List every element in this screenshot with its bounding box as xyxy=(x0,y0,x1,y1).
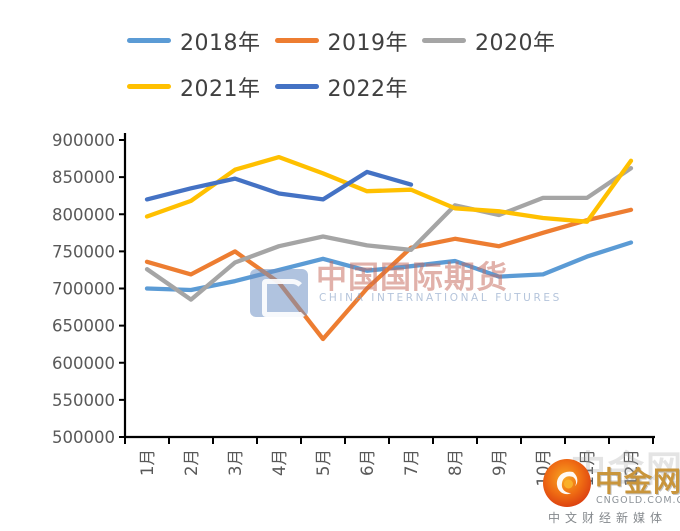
x-month-label: 10月 xyxy=(534,449,553,487)
legend-swatch-icon xyxy=(422,38,466,43)
x-month-label: 12月 xyxy=(622,449,641,487)
x-month-label: 7月 xyxy=(402,449,421,476)
y-axis-tick-label: 600000 xyxy=(52,354,115,373)
legend-label: 2022年 xyxy=(327,76,408,102)
x-month-label: 3月 xyxy=(226,449,245,476)
x-month-label: 9月 xyxy=(490,449,509,476)
series-line-2022年 xyxy=(144,169,414,202)
legend-label: 2019年 xyxy=(327,30,408,56)
legend-item-2021年: 2021年 xyxy=(127,72,261,102)
y-axis-tick-label: 500000 xyxy=(52,428,115,447)
legend-item-2019年: 2019年 xyxy=(274,26,409,56)
series-line-2021年 xyxy=(144,154,634,224)
y-axis-tick-label: 800000 xyxy=(52,205,115,224)
legend-item-2020年: 2020年 xyxy=(422,26,556,56)
y-axis-tick-label: 550000 xyxy=(52,391,115,410)
y-axis-tick-label: 650000 xyxy=(52,317,115,336)
legend-swatch-icon xyxy=(274,38,319,43)
legend-swatch-icon xyxy=(127,84,171,89)
series-line-2019年 xyxy=(144,207,634,342)
legend-label: 2018年 xyxy=(180,30,261,56)
x-month-label: 6月 xyxy=(358,449,377,476)
legend-label: 2020年 xyxy=(475,30,556,56)
x-month-label: 4月 xyxy=(270,449,289,476)
y-axis-tick-label: 850000 xyxy=(52,168,115,187)
x-month-label: 1月 xyxy=(138,449,157,476)
series-line-2020年 xyxy=(144,166,634,302)
x-month-label: 8月 xyxy=(446,449,465,476)
chart-legend: 2018年 2019年 2020年 2021年 2022年 xyxy=(127,26,595,102)
legend-item-2018年: 2018年 xyxy=(127,26,261,56)
legend-swatch-icon xyxy=(127,38,171,43)
x-month-label: 2月 xyxy=(182,449,201,476)
y-axis-tick-label: 700000 xyxy=(52,280,115,299)
y-axis-tick-label: 750000 xyxy=(52,242,115,261)
legend-swatch-icon xyxy=(274,84,319,89)
y-axis-tick-label: 900000 xyxy=(52,131,115,150)
legend-label: 2021年 xyxy=(180,76,261,102)
x-month-label: 11月 xyxy=(578,449,597,487)
x-month-label: 5月 xyxy=(314,449,333,476)
legend-item-2022年: 2022年 xyxy=(274,72,409,102)
